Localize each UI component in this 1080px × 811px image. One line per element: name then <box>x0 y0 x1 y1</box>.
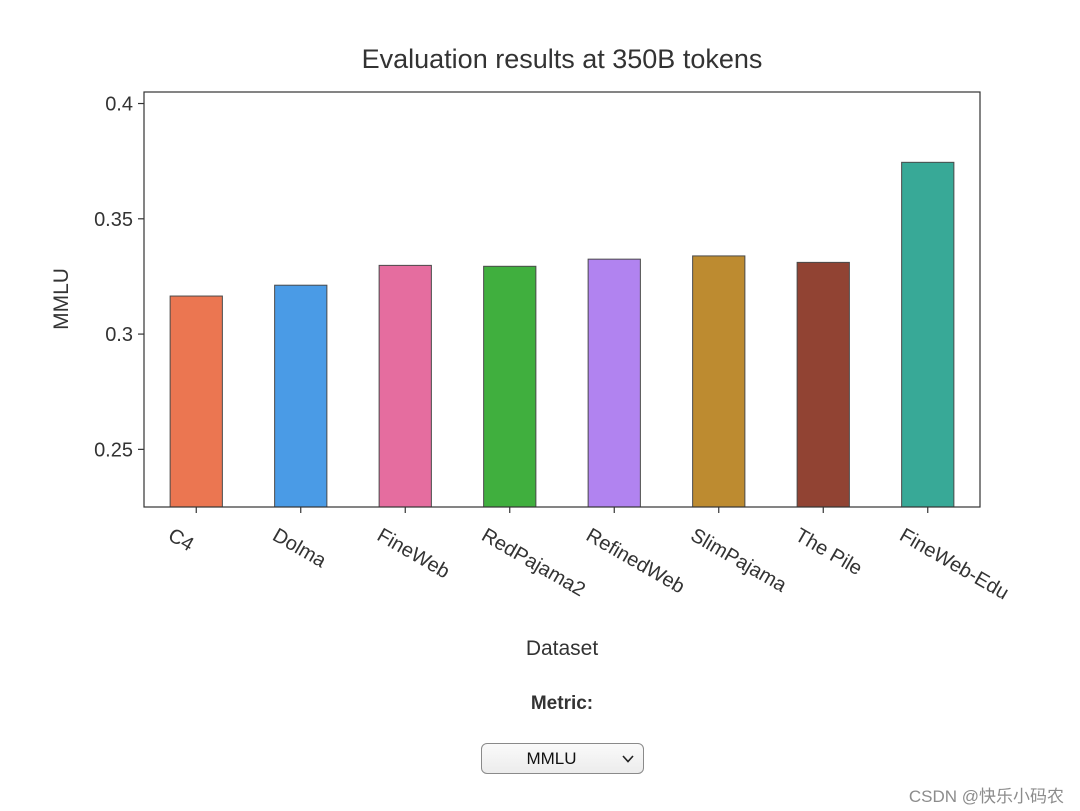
y-tick-label: 0.3 <box>105 324 133 346</box>
y-axis-label: MMLU <box>50 268 73 330</box>
y-tick-label: 0.25 <box>94 439 133 461</box>
x-tick-label: The Pile <box>791 524 866 580</box>
metric-label: Metric: <box>530 693 594 714</box>
metric-select[interactable]: MMLU <box>481 743 644 774</box>
x-tick-label: SlimPajama <box>687 524 791 597</box>
metric-select-value: MMLU <box>526 748 577 768</box>
bar-redpajama2[interactable] <box>483 265 537 508</box>
chart-title: Evaluation results at 350B tokens <box>362 44 763 74</box>
watermark: CSDN @快乐小码农 <box>908 787 1064 806</box>
x-axis: C4 Dolma FineWeb RedPajama2RefinedWebSlimPa… <box>164 507 1012 604</box>
x-tick-label: FineWeb-Edu <box>896 524 1013 604</box>
bar-slimpajama[interactable] <box>692 255 746 508</box>
bar-refinedweb[interactable] <box>587 258 641 508</box>
bar-fineweb[interactable] <box>378 264 432 508</box>
bar-fineweb-edu[interactable] <box>901 161 955 508</box>
bar-the-pile[interactable] <box>796 261 850 508</box>
x-axis-label: Dataset <box>526 637 599 660</box>
x-tick-label: FineWeb <box>373 524 453 583</box>
bar-dolma[interactable] <box>274 284 328 508</box>
y-axis: 0.25 0.3 0.35 0.4 <box>94 94 144 461</box>
chart-container: Evaluation results at 350B tokens 0.25 0.… <box>50 44 1012 660</box>
y-tick-label: 0.4 <box>105 94 133 116</box>
chevron-down-icon <box>622 755 634 763</box>
x-tick-label: RedPajama2 <box>478 524 589 601</box>
x-tick-label: Dolma <box>269 524 331 572</box>
bars-group <box>169 161 955 508</box>
plot-frame <box>143 91 981 508</box>
chart-svg: Evaluation results at 350B tokens 0.250.… <box>50 44 1012 660</box>
y-tick-label: 0.35 <box>94 209 133 231</box>
x-tick-label: C4 <box>164 524 197 556</box>
x-tick-label: RefinedWeb <box>582 524 688 598</box>
bar-c4[interactable] <box>169 295 223 508</box>
